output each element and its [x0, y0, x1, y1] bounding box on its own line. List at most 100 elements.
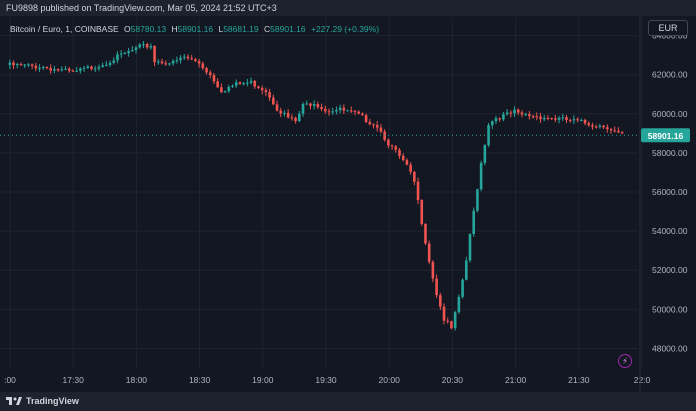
y-tick-label: 56000.00	[652, 187, 688, 197]
y-tick-label: 60000.00	[652, 109, 688, 119]
candle-body	[531, 116, 535, 118]
candle-body	[23, 64, 26, 66]
high-value: 58901.16	[177, 24, 214, 34]
candle-body	[168, 63, 171, 65]
candle-body	[516, 109, 520, 113]
candle-body	[305, 103, 309, 105]
candle-body	[272, 97, 275, 105]
candle-body	[613, 130, 617, 132]
candle-body	[15, 63, 19, 66]
candle-body	[320, 107, 323, 109]
candle-body	[138, 44, 142, 48]
high-label: H	[171, 24, 178, 34]
candle-body	[186, 56, 190, 59]
candle-body	[617, 130, 620, 133]
candle-body	[246, 82, 249, 84]
open-label: O	[124, 24, 131, 34]
x-tick-label: :00	[4, 375, 16, 385]
candle-body	[453, 312, 457, 329]
candle-body	[290, 117, 294, 119]
candle-body	[160, 61, 164, 64]
ohlc-legend: Bitcoin / Euro, 1, COINBASE O58780.13 H5…	[10, 24, 379, 34]
candle-body	[112, 60, 116, 63]
candle-body	[220, 87, 223, 93]
candle-body	[60, 69, 64, 71]
candle-body	[546, 117, 550, 119]
candle-body	[327, 111, 331, 113]
tradingview-logo-icon	[6, 397, 22, 405]
candle-body	[539, 116, 542, 120]
candle-body	[71, 70, 75, 72]
candle-body	[53, 69, 56, 71]
candle-body	[542, 117, 546, 120]
candle-body	[461, 279, 464, 297]
candle-body	[572, 119, 576, 121]
candle-body	[238, 82, 242, 84]
candle-body	[82, 67, 86, 69]
candle-body	[27, 64, 30, 66]
candle-body	[591, 125, 594, 127]
candle-body	[498, 118, 501, 120]
published-bar: FU9898 published on TradingView.com, Mar…	[0, 0, 696, 16]
candle-body	[431, 261, 435, 279]
x-tick-label: 18:30	[189, 375, 211, 385]
candle-body	[316, 104, 320, 108]
candle-body	[587, 123, 591, 126]
candle-body	[427, 243, 431, 262]
x-tick-label: 21:00	[505, 375, 527, 385]
published-info: FU9898 published on TradingView.com, Mar…	[6, 3, 277, 13]
candle-body	[420, 200, 424, 224]
candle-body	[561, 117, 565, 119]
candle-body	[19, 63, 23, 65]
candle-body	[197, 61, 201, 64]
candle-body	[479, 162, 483, 190]
candle-body	[472, 210, 476, 235]
candle-body	[606, 127, 609, 130]
candle-body	[131, 50, 134, 52]
candle-body	[554, 118, 557, 120]
candle-body	[464, 260, 468, 280]
candle-body	[505, 112, 509, 115]
candle-body	[8, 62, 12, 65]
candle-body	[123, 53, 127, 55]
candle-body	[583, 119, 587, 124]
last-price-badge	[641, 128, 690, 143]
change-value: +227.29 (+0.39%)	[310, 24, 380, 34]
candle-body	[182, 56, 186, 58]
lightning-icon[interactable]: ⚡	[618, 354, 632, 368]
brand-label: TradingView	[26, 396, 79, 406]
candle-body	[594, 126, 598, 128]
candle-body	[127, 51, 130, 54]
candle-body	[375, 124, 379, 128]
candle-body	[368, 122, 372, 125]
tradingview-brand[interactable]: TradingView	[6, 396, 79, 406]
candle-body	[468, 234, 472, 261]
candle-body	[301, 103, 305, 114]
candle-body	[79, 68, 82, 71]
candle-body	[357, 111, 360, 114]
x-tick-label: 17:30	[63, 375, 85, 385]
candle-body	[524, 114, 527, 116]
candle-body	[405, 160, 409, 165]
candle-body	[257, 86, 260, 89]
y-tick-label: 58000.00	[652, 148, 688, 158]
x-tick-label: 19:00	[252, 375, 274, 385]
candle-body	[249, 80, 253, 83]
currency-button[interactable]: EUR	[648, 20, 688, 36]
candle-body	[509, 112, 513, 114]
candle-body	[457, 296, 461, 313]
candle-body	[394, 146, 398, 150]
candle-body	[119, 53, 123, 55]
low-value: 58681.19	[223, 24, 259, 34]
y-tick-label: 52000.00	[652, 265, 688, 275]
candle-body	[286, 112, 290, 118]
candle-body	[409, 164, 412, 172]
candle-body	[38, 67, 41, 69]
last-price-label: 58901.16	[648, 131, 684, 141]
candle-body	[580, 119, 583, 121]
candle-body	[602, 125, 605, 128]
candle-body	[379, 127, 383, 132]
candle-body	[190, 58, 193, 60]
candle-body	[568, 120, 572, 122]
